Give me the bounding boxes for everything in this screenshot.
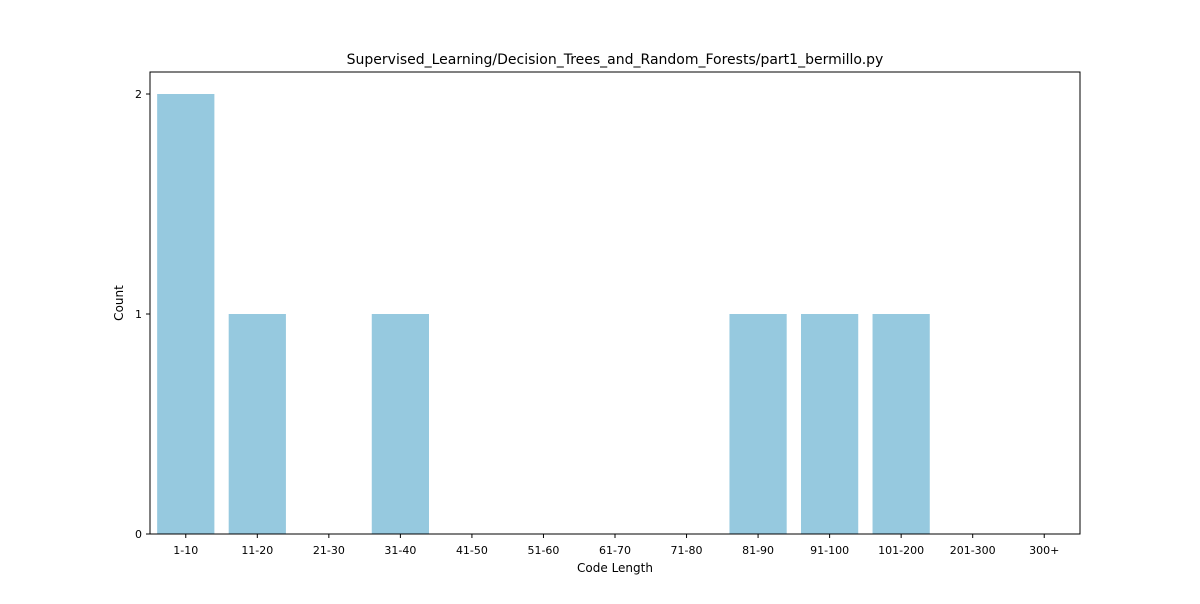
bars-group (157, 94, 930, 534)
y-axis: 0 1 2 (135, 88, 150, 541)
x-tick-label: 41-50 (456, 544, 488, 557)
bar-1-10 (157, 94, 215, 534)
x-tick-label: 51-60 (527, 544, 559, 557)
x-tick-label: 300+ (1029, 544, 1059, 557)
x-tick-label: 101-200 (878, 544, 924, 557)
bar-11-20 (228, 314, 286, 534)
x-axis: 1-10 11-20 21-30 31-40 41-50 51-60 61-70 71-80 8… (173, 534, 1059, 557)
bar-91-100 (801, 314, 859, 534)
plot-frame (149, 71, 1081, 535)
y-axis-label: Count (112, 285, 126, 321)
x-tick-label: 81-90 (742, 544, 774, 557)
bar-31-40 (371, 314, 429, 534)
y-tick-label: 2 (135, 88, 142, 101)
x-tick-label: 61-70 (599, 544, 631, 557)
chart-title: Supervised_Learning/Decision_Trees_and_R… (347, 52, 884, 68)
x-tick-label: 1-10 (173, 544, 198, 557)
bar-101-200 (872, 314, 930, 534)
x-axis-label: Code Length (577, 561, 653, 575)
x-tick-label: 21-30 (313, 544, 345, 557)
y-tick-label: 0 (135, 528, 142, 541)
x-tick-label: 31-40 (384, 544, 416, 557)
bar-81-90 (729, 314, 787, 534)
x-tick-label: 71-80 (671, 544, 703, 557)
x-tick-label: 91-100 (810, 544, 849, 557)
x-tick-label: 201-300 (950, 544, 996, 557)
x-tick-label: 11-20 (241, 544, 273, 557)
y-tick-label: 1 (135, 308, 142, 321)
